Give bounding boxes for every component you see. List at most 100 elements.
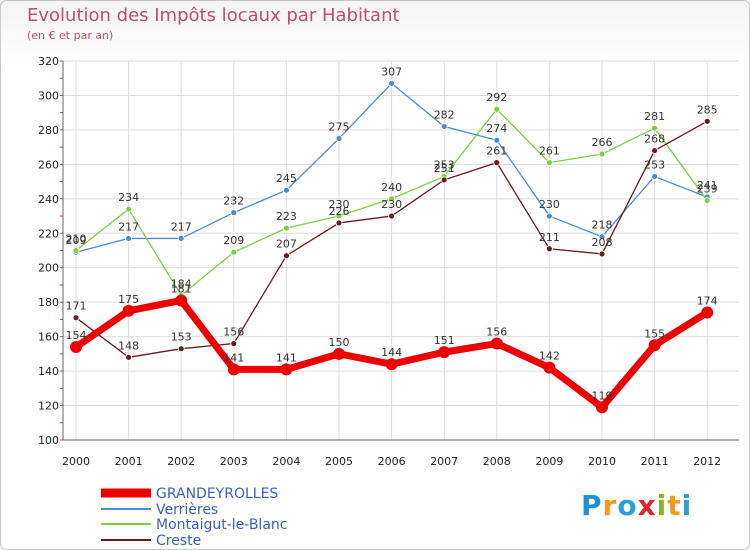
logo-letter: P [581,489,603,522]
data-label: 223 [276,210,297,223]
data-point [493,105,501,113]
data-point [125,205,132,213]
data-label: 171 [66,300,87,313]
data-point [125,353,132,361]
data-point [388,195,396,203]
data-label: 241 [697,179,718,192]
data-label: 141 [223,351,244,364]
y-tick-label: 280 [38,124,59,137]
data-label: 148 [118,339,139,352]
data-label: 239 [697,183,718,196]
data-label: 151 [434,334,455,347]
data-point [440,176,448,184]
data-point [651,124,658,132]
x-tick-label: 2005 [325,455,353,468]
data-label: 230 [329,198,350,211]
data-label: 144 [381,346,402,359]
x-tick-label: 2008 [483,455,511,468]
data-label: 154 [66,329,87,342]
data-point [72,314,80,322]
data-point [282,224,290,232]
data-label: 175 [118,293,139,306]
data-label: 240 [381,181,402,194]
data-point [122,304,135,317]
data-point [598,233,606,241]
data-label: 217 [118,220,139,233]
x-tick-label: 2007 [430,455,458,468]
data-point [598,150,606,158]
data-point [70,340,82,353]
data-label: 253 [644,158,665,171]
data-point [282,252,290,260]
x-tick-label: 2010 [588,455,616,468]
data-label: 234 [118,191,139,204]
data-point [651,173,658,180]
data-point [175,294,188,307]
data-point [280,363,293,376]
legend-label: Creste [156,533,201,549]
y-tick-label: 320 [38,55,59,68]
y-tick-label: 100 [38,434,59,447]
y-tick-label: 260 [38,158,59,171]
data-label: 150 [329,336,350,349]
data-label: 226 [329,205,350,218]
data-point [546,212,553,220]
data-point [388,79,396,87]
logo-letter: o [617,489,638,522]
data-point [230,209,238,217]
data-label: 174 [697,295,718,308]
data-point [701,306,714,319]
x-tick-label: 2009 [535,455,563,468]
legend-label: GRANDEYROLLES [156,486,278,502]
y-tick-label: 200 [38,262,59,275]
data-label: 307 [381,65,402,78]
data-label: 207 [276,238,297,251]
data-point [493,159,501,167]
chart-subtitle: (en € et par an) [27,29,114,42]
x-tick-label: 2004 [272,455,300,468]
data-point [493,136,501,144]
logo-letter: t [667,489,682,522]
data-point [125,235,132,242]
data-label: 274 [486,122,507,135]
chart-title: Evolution des Impôts locaux par Habitant [27,5,400,26]
x-tick-label: 2000 [62,455,90,468]
logo-letter: r [602,489,618,522]
data-label: 261 [486,145,507,158]
x-tick-label: 2006 [378,455,406,468]
data-label: 251 [434,162,455,175]
x-tick-label: 2003 [220,455,248,468]
data-label: 232 [223,195,244,208]
data-label: 142 [539,350,560,363]
data-label: 281 [644,110,665,123]
y-tick-label: 220 [38,227,59,240]
data-label: 245 [276,172,297,185]
data-point [333,347,345,360]
proxiti-logo: Proxiti [581,489,692,522]
legend-label: Verrières [156,502,218,518]
data-point [438,346,451,359]
x-tick-label: 2011 [641,455,669,468]
data-label: 292 [486,91,507,104]
data-point [490,337,503,350]
data-point [335,219,343,227]
logo-letter: x [637,489,657,522]
data-label: 181 [171,282,192,295]
data-point [546,159,553,167]
data-label: 119 [592,389,613,402]
data-label: 268 [644,133,665,146]
data-label: 211 [539,231,560,244]
x-tick-label: 2012 [693,455,721,468]
data-label: 285 [697,103,718,116]
y-tick-label: 180 [38,296,59,309]
data-point [72,247,80,254]
data-point [703,197,711,204]
data-label: 266 [592,136,613,149]
data-point [282,186,290,194]
data-point [648,339,661,352]
y-tick-label: 160 [38,331,59,344]
logo-letter: i [681,489,693,522]
data-label: 217 [171,220,192,233]
y-tick-label: 300 [38,89,59,102]
